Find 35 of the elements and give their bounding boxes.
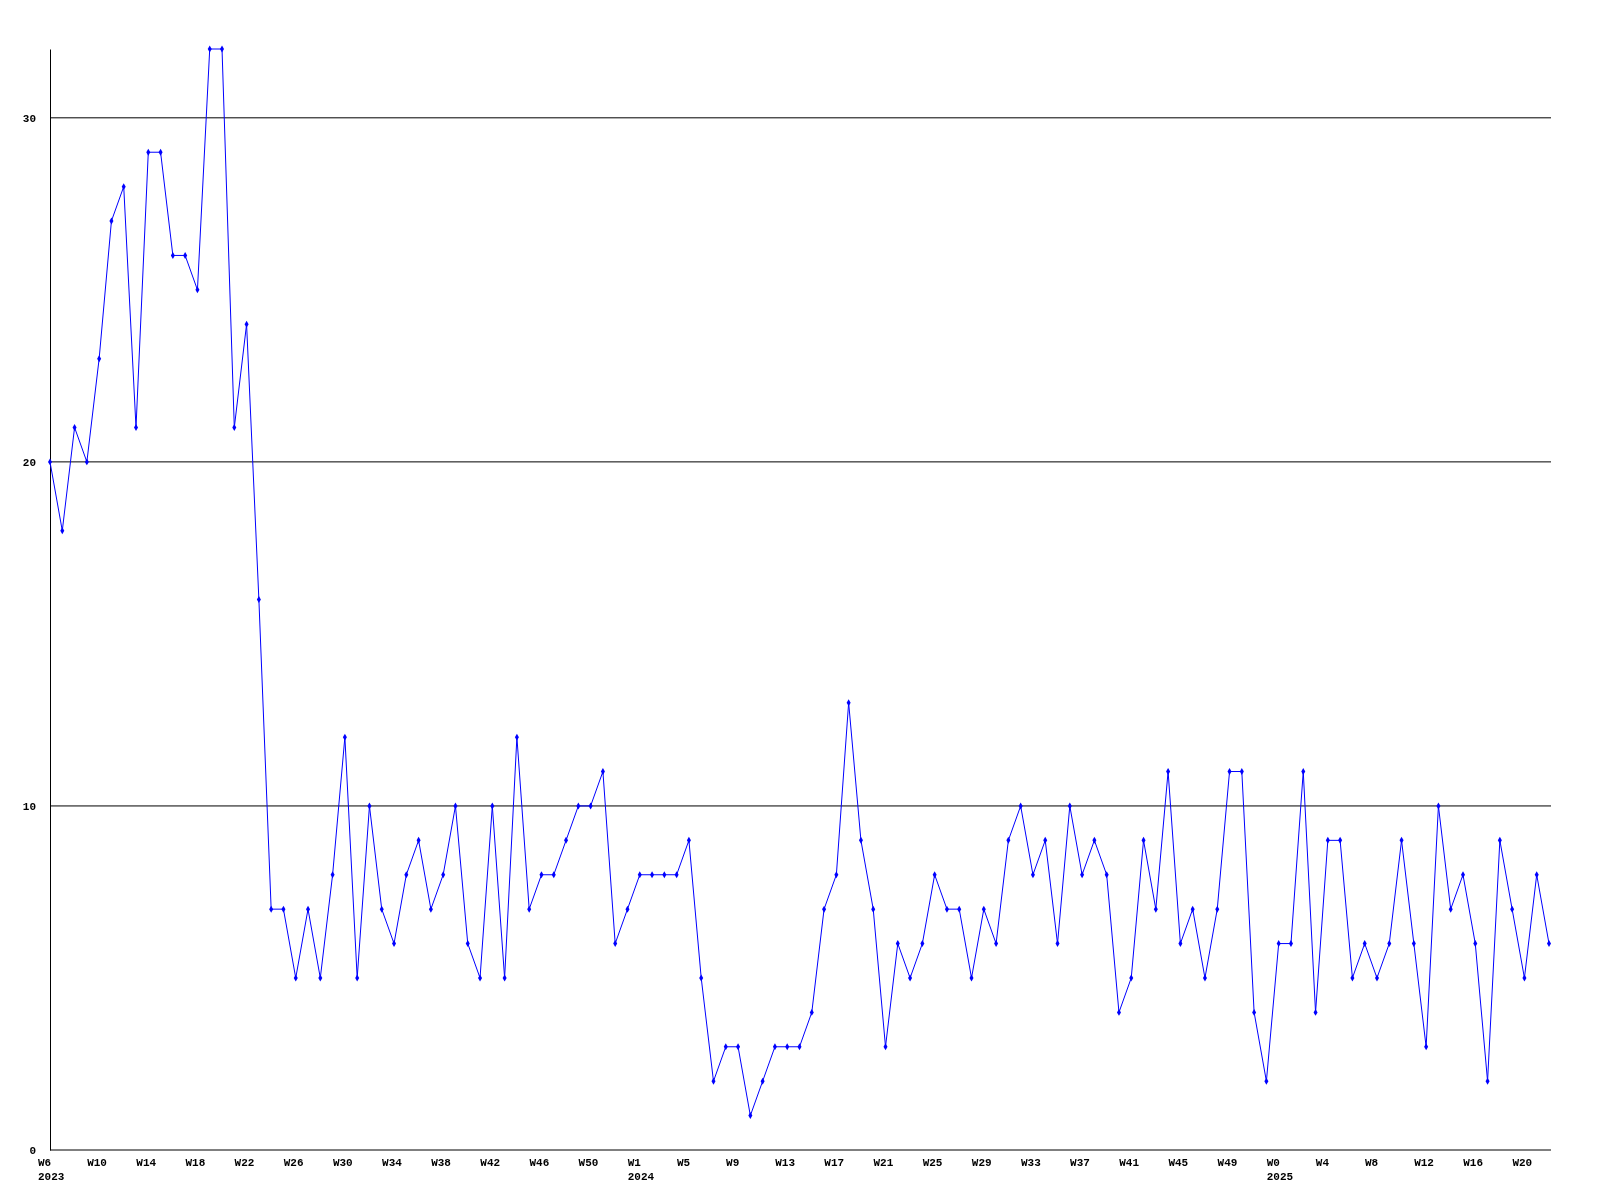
x-tick-label: W6 2023 <box>38 1157 65 1183</box>
x-tick-label: W34 <box>382 1157 403 1169</box>
x-tick-label: W16 <box>1463 1157 1484 1169</box>
x-tick-label: W22 <box>234 1157 255 1169</box>
x-tick-label: W4 <box>1315 1157 1330 1169</box>
x-tick-label: W12 <box>1414 1157 1434 1169</box>
x-tick-label: W0 2025 <box>1266 1157 1294 1183</box>
x-tick-label: W42 <box>480 1157 501 1169</box>
x-tick-label: W18 <box>185 1157 206 1169</box>
x-tick-label: W13 <box>775 1157 796 1169</box>
x-tick-label: W25 <box>922 1157 943 1169</box>
y-tick-label: 10 <box>22 800 36 813</box>
x-tick-label: W26 <box>283 1157 304 1169</box>
x-tick-label: W10 <box>87 1157 107 1169</box>
x-tick-label: W17 <box>824 1157 845 1169</box>
x-tick-label: W20 <box>1512 1157 1533 1169</box>
x-tick-label: W49 <box>1217 1157 1238 1169</box>
y-tick-label: 0 <box>29 1145 36 1158</box>
x-tick-label: W21 <box>873 1157 894 1169</box>
x-tick-label: W38 <box>431 1157 452 1169</box>
x-tick-label: W41 <box>1119 1157 1140 1169</box>
x-tick-label: W50 <box>578 1157 599 1169</box>
x-tick-label: W30 <box>332 1157 353 1169</box>
x-tick-label: W33 <box>1020 1157 1042 1169</box>
y-tick-label: 30 <box>22 112 36 125</box>
x-tick-label: W45 <box>1168 1157 1189 1169</box>
x-tick-label: W5 <box>676 1157 691 1169</box>
x-tick-label: W1 2024 <box>627 1157 655 1183</box>
x-tick-label: W29 <box>971 1157 992 1169</box>
x-tick-label: W37 <box>1070 1157 1090 1169</box>
y-tick-label: 20 <box>22 456 36 469</box>
x-tick-label: W9 <box>726 1157 740 1169</box>
x-tick-label: W14 <box>136 1157 157 1169</box>
x-tick-label: W46 <box>529 1157 550 1169</box>
x-tick-label: W8 <box>1364 1157 1379 1169</box>
